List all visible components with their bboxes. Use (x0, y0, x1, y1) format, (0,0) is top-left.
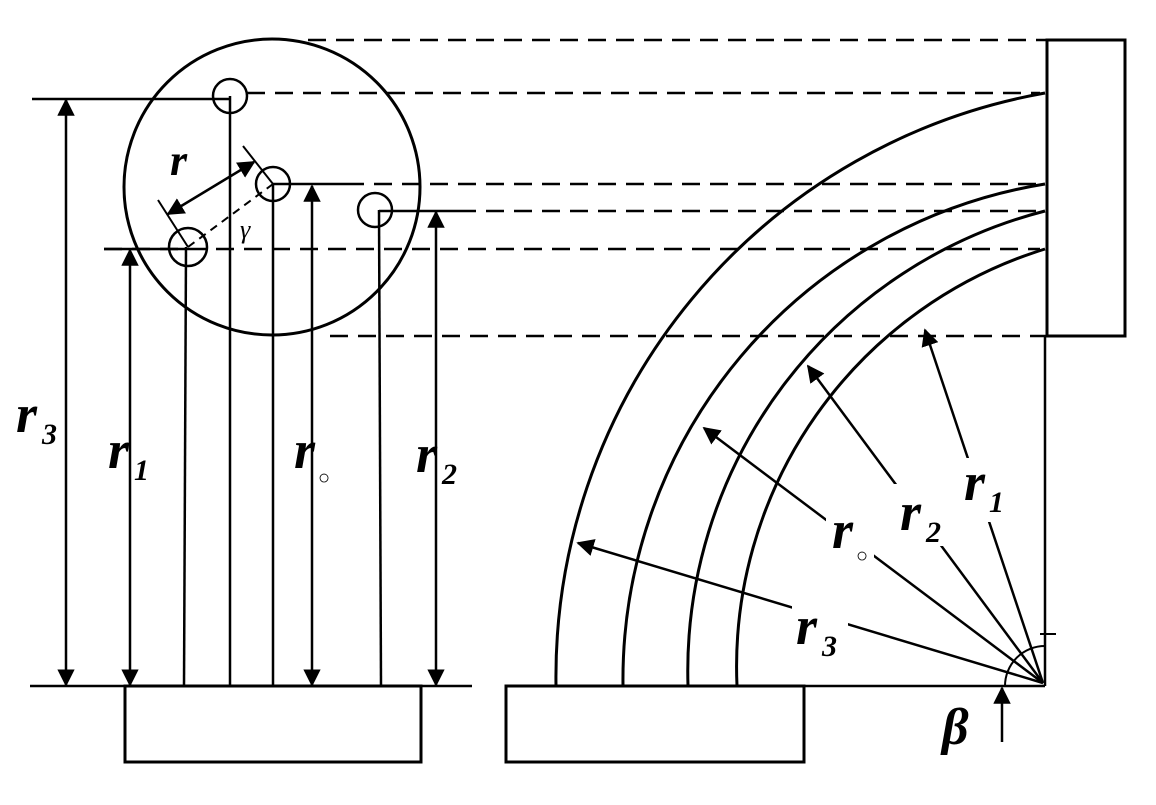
dim-r-arrow (166, 160, 256, 216)
right-top-block (1045, 38, 1127, 338)
left-base-block (123, 684, 423, 764)
stem-wire-right (377, 209, 383, 687)
label-left-r3: r (16, 384, 38, 444)
label-left-r2-sub: 2 (441, 458, 457, 491)
projection-lines (104, 38, 1047, 338)
bend-arc-r2 (686, 209, 1046, 687)
beta-arc (1004, 645, 1046, 687)
mask-r1 (958, 458, 1004, 522)
mask-r3 (792, 604, 848, 660)
label-left-r3-sub: 3 (41, 418, 57, 451)
mask-r2 (894, 484, 946, 546)
bend-arc-r1 (735, 247, 1046, 687)
label-right-r1: r (964, 452, 986, 512)
mask-ro (826, 500, 874, 562)
label-left-r1: r (108, 420, 130, 480)
cross-section-view (30, 37, 472, 764)
label-right-r2-sub: 2 (925, 516, 941, 549)
label-right-r1-sub: 1 (989, 486, 1004, 519)
label-beta: β (940, 699, 969, 756)
label-right-ro-sub: ○ (856, 545, 868, 567)
stem-wire-left (182, 246, 188, 687)
label-left-r2: r (416, 424, 438, 484)
label-left-ro: r (294, 420, 316, 480)
label-right-r3-sub: 3 (821, 630, 837, 663)
label-right-r2: r (900, 482, 922, 542)
label-left-ro-sub: ○ (318, 467, 330, 489)
label-gamma: γ (240, 215, 251, 244)
bend-arc-ro (621, 182, 1046, 687)
dim-r-ext-2 (242, 145, 274, 185)
dim-r-ext-1 (157, 199, 189, 248)
gamma-leader (187, 183, 274, 248)
right-base-block (504, 684, 806, 764)
bend-arc-r3 (554, 91, 1046, 687)
label-right-ro: r (832, 500, 854, 560)
label-left-r1-sub: 1 (134, 454, 149, 487)
label-right-r3: r (796, 596, 818, 656)
wire-left (167, 226, 209, 268)
label-r: r (170, 136, 188, 185)
